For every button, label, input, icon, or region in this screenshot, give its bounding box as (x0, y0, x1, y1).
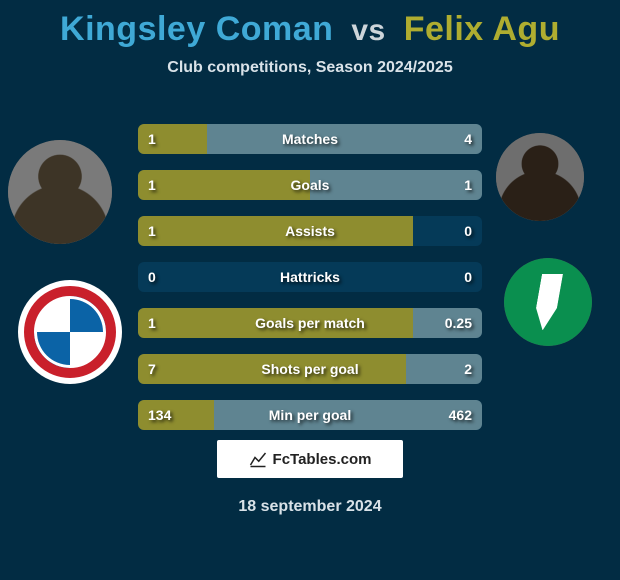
comparison-title: Kingsley Coman vs Felix Agu (0, 0, 620, 49)
werder-logo-icon (504, 258, 592, 346)
stat-label: Goals per match (138, 308, 482, 338)
player1-avatar (8, 140, 112, 244)
stat-label: Shots per goal (138, 354, 482, 384)
stat-bars-container: 14Matches 11Goals 10Assists 00Hattricks 10.2… (138, 124, 482, 446)
club2-avatar (504, 258, 592, 346)
stat-label: Min per goal (138, 400, 482, 430)
player1-name: Kingsley Coman (60, 10, 333, 48)
stat-label: Matches (138, 124, 482, 154)
stat-row: 10.25Goals per match (138, 308, 482, 338)
bayern-logo-icon (24, 286, 116, 378)
credit-badge: FcTables.com (217, 440, 403, 478)
stat-row: 14Matches (138, 124, 482, 154)
subtitle: Club competitions, Season 2024/2025 (0, 59, 620, 77)
date-text: 18 september 2024 (0, 498, 620, 516)
club1-avatar (18, 280, 122, 384)
vs-text: vs (343, 14, 393, 47)
stat-row: 11Goals (138, 170, 482, 200)
chart-line-icon (249, 450, 267, 468)
stat-label: Assists (138, 216, 482, 246)
player1-photo-placeholder (8, 140, 112, 244)
player2-name: Felix Agu (404, 10, 560, 48)
credit-text: FcTables.com (273, 451, 372, 468)
player2-avatar (496, 133, 584, 221)
stat-label: Hattricks (138, 262, 482, 292)
stat-row: 10Assists (138, 216, 482, 246)
stat-row: 134462Min per goal (138, 400, 482, 430)
player2-photo-placeholder (496, 133, 584, 221)
stat-label: Goals (138, 170, 482, 200)
stat-row: 72Shots per goal (138, 354, 482, 384)
stat-row: 00Hattricks (138, 262, 482, 292)
